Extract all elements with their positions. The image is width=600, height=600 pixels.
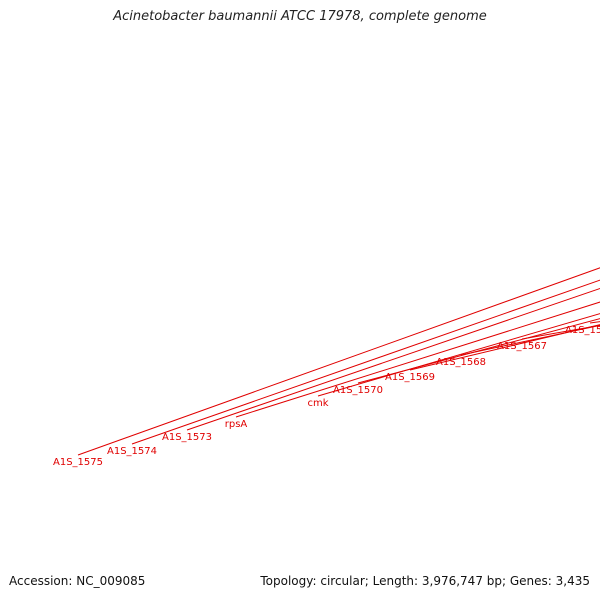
gene-leader-line [317,313,600,397]
gene-label[interactable]: A1S_1570 [333,385,383,396]
gene-leader-line [186,287,600,431]
gene-leader-line [235,301,600,418]
gene-label[interactable]: A1S_1567 [497,341,547,352]
gene-leader-line [357,318,600,384]
gene-leader-line [409,324,600,371]
gene-label[interactable]: A1S_1575 [53,457,103,468]
gene-label[interactable]: A1S_1568 [436,357,486,368]
gene-label[interactable]: cmk [307,398,328,409]
gene-leader-line [77,267,600,456]
gene-leader-line [131,279,600,445]
genome-summary-text: Topology: circular; Length: 3,976,747 bp… [260,574,590,588]
gene-label[interactable]: A1S_1574 [107,446,157,457]
gene-label[interactable]: A1S_1566 [565,325,600,336]
gene-label[interactable]: A1S_1569 [385,372,435,383]
accession-text: Accession: NC_009085 [9,574,146,588]
map-title: Acinetobacter baumannii ATCC 17978, comp… [113,9,487,24]
gene-label[interactable]: A1S_1573 [162,432,212,443]
gene-label[interactable]: rpsA [225,419,248,430]
